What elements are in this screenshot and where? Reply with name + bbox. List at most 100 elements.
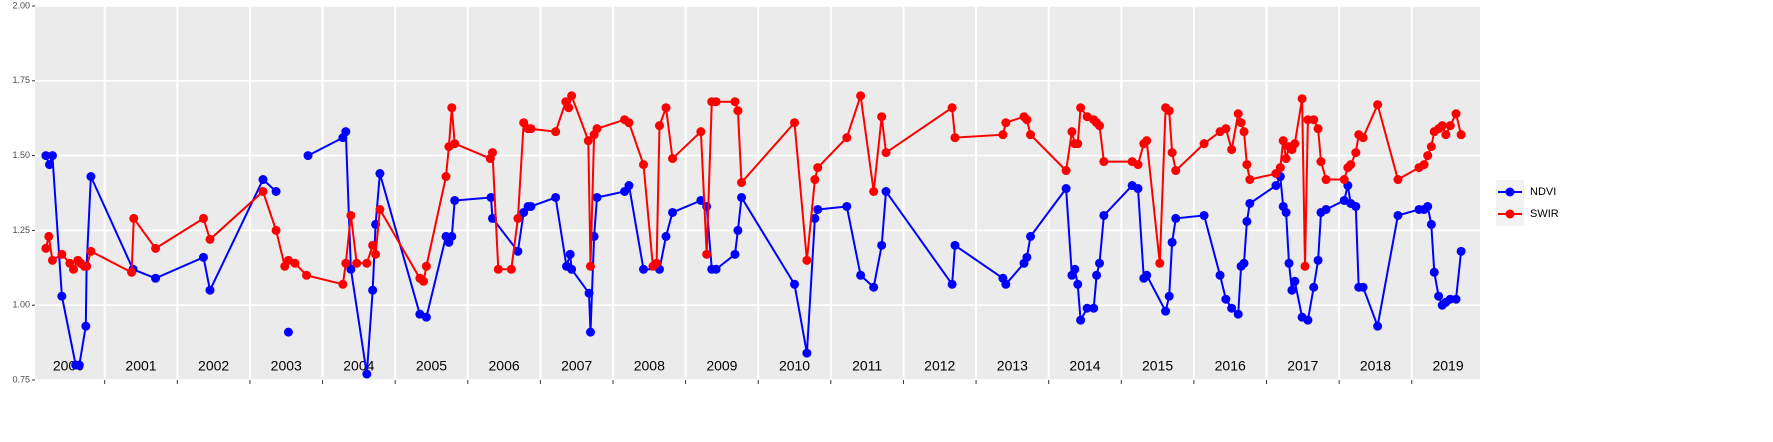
point [1426, 219, 1436, 229]
point [1373, 321, 1383, 331]
point [271, 187, 281, 197]
point [447, 103, 457, 113]
point [1313, 255, 1323, 265]
year-label: 2019 [1432, 358, 1463, 374]
point [842, 201, 852, 211]
point [856, 270, 866, 280]
point [661, 231, 671, 241]
point [1171, 166, 1181, 176]
point [1026, 130, 1036, 140]
point [730, 249, 740, 259]
point [127, 267, 137, 277]
point [1233, 309, 1243, 319]
point [652, 258, 662, 268]
point [998, 130, 1008, 140]
point [737, 178, 747, 188]
point [1434, 291, 1444, 301]
legend-keys [1496, 180, 1524, 226]
point [585, 327, 595, 337]
point [1133, 184, 1143, 194]
point [624, 181, 634, 191]
point [1373, 100, 1383, 110]
point [813, 163, 823, 173]
point [421, 261, 431, 271]
point [551, 127, 561, 137]
point [1297, 94, 1307, 104]
point [711, 97, 721, 107]
point [1227, 145, 1237, 155]
point [1451, 109, 1461, 119]
point [151, 243, 161, 253]
point [205, 285, 215, 295]
point [711, 264, 721, 274]
point [1346, 160, 1356, 170]
point [1309, 282, 1319, 292]
year-label: 2002 [198, 358, 229, 374]
point [338, 279, 348, 289]
point [45, 160, 55, 170]
point [368, 285, 378, 295]
point [421, 312, 431, 322]
point [362, 369, 372, 379]
point [1022, 252, 1032, 262]
legend-label: SWIR [1530, 208, 1559, 220]
point [1303, 315, 1313, 325]
point [205, 234, 215, 244]
point [41, 151, 51, 161]
point [302, 270, 312, 280]
point [564, 103, 574, 113]
point [513, 213, 523, 223]
point [661, 103, 671, 113]
point [44, 231, 54, 241]
point [57, 249, 67, 259]
point [486, 192, 496, 202]
point [375, 204, 385, 214]
point [271, 225, 281, 235]
point [1281, 154, 1291, 164]
point [654, 121, 664, 131]
year-label: 2016 [1215, 358, 1246, 374]
point [450, 139, 460, 149]
point [1290, 276, 1300, 286]
point [1358, 133, 1368, 143]
point [1164, 106, 1174, 116]
point [1061, 166, 1071, 176]
point [638, 264, 648, 274]
point [1161, 306, 1171, 316]
point [1099, 210, 1109, 220]
point [1321, 175, 1331, 185]
point [1245, 175, 1255, 185]
point [802, 348, 812, 358]
point [877, 112, 887, 122]
point [1271, 181, 1281, 191]
point [1290, 139, 1300, 149]
point [1313, 124, 1323, 134]
point [733, 106, 743, 116]
point [877, 240, 887, 250]
point [737, 192, 747, 202]
point [1227, 303, 1237, 313]
point [1316, 157, 1326, 167]
point [1092, 270, 1102, 280]
point [375, 169, 385, 179]
year-label: 2018 [1360, 358, 1391, 374]
point [565, 249, 575, 259]
point [493, 264, 503, 274]
point [371, 249, 381, 259]
point [341, 127, 351, 137]
point [733, 225, 743, 235]
point [41, 243, 51, 253]
point [869, 282, 879, 292]
point [1073, 279, 1083, 289]
point [567, 264, 577, 274]
point [1233, 109, 1243, 119]
point [1419, 160, 1429, 170]
point [1236, 118, 1246, 128]
point [1239, 127, 1249, 137]
point [418, 276, 428, 286]
point [668, 154, 678, 164]
year-label: 2011 [852, 358, 882, 374]
point [283, 327, 293, 337]
point [1287, 285, 1297, 295]
